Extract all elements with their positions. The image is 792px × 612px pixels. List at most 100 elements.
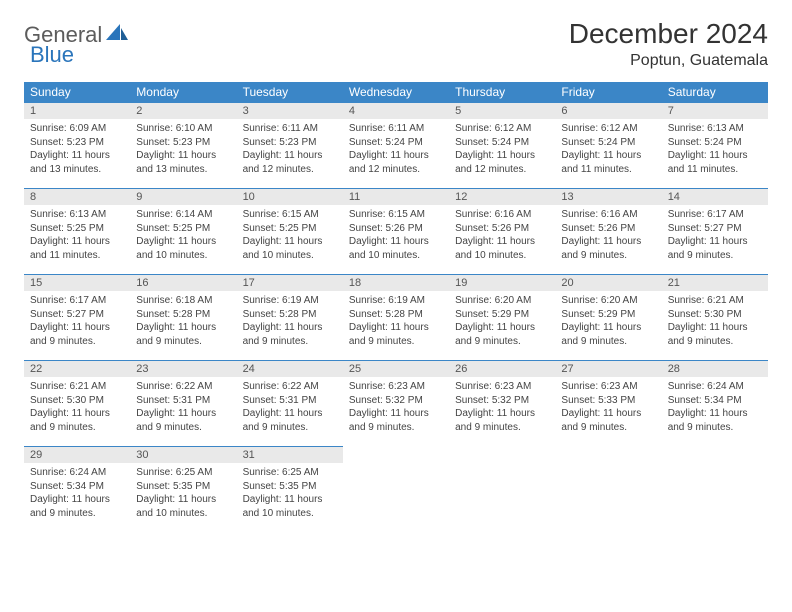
calendar-day-cell: 26Sunrise: 6:23 AMSunset: 5:32 PMDayligh… <box>449 360 555 446</box>
daylight-text: Daylight: 11 hours <box>243 149 337 163</box>
day-number: 26 <box>449 360 555 377</box>
sunset-text: Sunset: 5:35 PM <box>136 480 230 494</box>
day-body: Sunrise: 6:22 AMSunset: 5:31 PMDaylight:… <box>237 377 343 440</box>
sunset-text: Sunset: 5:28 PM <box>349 308 443 322</box>
daylight-text: and 9 minutes. <box>349 421 443 435</box>
daylight-text: Daylight: 11 hours <box>136 149 230 163</box>
day-body: Sunrise: 6:15 AMSunset: 5:26 PMDaylight:… <box>343 205 449 268</box>
sunset-text: Sunset: 5:24 PM <box>668 136 762 150</box>
day-number: 28 <box>662 360 768 377</box>
calendar-day-cell: 12Sunrise: 6:16 AMSunset: 5:26 PMDayligh… <box>449 188 555 274</box>
calendar-day-cell: 4Sunrise: 6:11 AMSunset: 5:24 PMDaylight… <box>343 102 449 188</box>
day-body: Sunrise: 6:12 AMSunset: 5:24 PMDaylight:… <box>555 119 661 182</box>
daylight-text: and 11 minutes. <box>30 249 124 263</box>
calendar-day-cell: 7Sunrise: 6:13 AMSunset: 5:24 PMDaylight… <box>662 102 768 188</box>
sunset-text: Sunset: 5:27 PM <box>668 222 762 236</box>
calendar-day-cell: 10Sunrise: 6:15 AMSunset: 5:25 PMDayligh… <box>237 188 343 274</box>
sunset-text: Sunset: 5:24 PM <box>349 136 443 150</box>
daylight-text: Daylight: 11 hours <box>561 407 655 421</box>
sunset-text: Sunset: 5:29 PM <box>561 308 655 322</box>
day-header: Friday <box>555 82 661 102</box>
calendar-day-cell <box>555 446 661 532</box>
sunset-text: Sunset: 5:27 PM <box>30 308 124 322</box>
daylight-text: and 9 minutes. <box>136 421 230 435</box>
sunrise-text: Sunrise: 6:15 AM <box>349 208 443 222</box>
daylight-text: Daylight: 11 hours <box>136 321 230 335</box>
day-body: Sunrise: 6:20 AMSunset: 5:29 PMDaylight:… <box>555 291 661 354</box>
daylight-text: Daylight: 11 hours <box>561 235 655 249</box>
calendar-day-cell: 21Sunrise: 6:21 AMSunset: 5:30 PMDayligh… <box>662 274 768 360</box>
sunrise-text: Sunrise: 6:23 AM <box>455 380 549 394</box>
calendar-week-row: 8Sunrise: 6:13 AMSunset: 5:25 PMDaylight… <box>24 188 768 274</box>
day-body: Sunrise: 6:25 AMSunset: 5:35 PMDaylight:… <box>130 463 236 526</box>
calendar-day-cell: 9Sunrise: 6:14 AMSunset: 5:25 PMDaylight… <box>130 188 236 274</box>
sunrise-text: Sunrise: 6:25 AM <box>136 466 230 480</box>
daylight-text: and 10 minutes. <box>349 249 443 263</box>
day-header: Thursday <box>449 82 555 102</box>
daylight-text: and 9 minutes. <box>243 421 337 435</box>
sunrise-text: Sunrise: 6:11 AM <box>349 122 443 136</box>
calendar-week-row: 1Sunrise: 6:09 AMSunset: 5:23 PMDaylight… <box>24 102 768 188</box>
calendar-day-cell: 20Sunrise: 6:20 AMSunset: 5:29 PMDayligh… <box>555 274 661 360</box>
day-header: Tuesday <box>237 82 343 102</box>
sunrise-text: Sunrise: 6:13 AM <box>30 208 124 222</box>
daylight-text: and 11 minutes. <box>561 163 655 177</box>
daylight-text: and 9 minutes. <box>561 335 655 349</box>
daylight-text: Daylight: 11 hours <box>349 149 443 163</box>
day-body: Sunrise: 6:15 AMSunset: 5:25 PMDaylight:… <box>237 205 343 268</box>
sunset-text: Sunset: 5:25 PM <box>136 222 230 236</box>
sunrise-text: Sunrise: 6:23 AM <box>561 380 655 394</box>
daylight-text: and 10 minutes. <box>136 249 230 263</box>
day-header: Wednesday <box>343 82 449 102</box>
day-body: Sunrise: 6:10 AMSunset: 5:23 PMDaylight:… <box>130 119 236 182</box>
title-block: December 2024 Poptun, Guatemala <box>569 18 768 70</box>
day-number: 19 <box>449 274 555 291</box>
daylight-text: Daylight: 11 hours <box>349 407 443 421</box>
daylight-text: and 9 minutes. <box>349 335 443 349</box>
day-number: 27 <box>555 360 661 377</box>
calendar-day-cell: 14Sunrise: 6:17 AMSunset: 5:27 PMDayligh… <box>662 188 768 274</box>
sunrise-text: Sunrise: 6:17 AM <box>30 294 124 308</box>
daylight-text: and 9 minutes. <box>668 421 762 435</box>
sunrise-text: Sunrise: 6:14 AM <box>136 208 230 222</box>
daylight-text: Daylight: 11 hours <box>30 321 124 335</box>
day-body: Sunrise: 6:23 AMSunset: 5:33 PMDaylight:… <box>555 377 661 440</box>
day-number: 30 <box>130 446 236 463</box>
daylight-text: Daylight: 11 hours <box>349 235 443 249</box>
daylight-text: Daylight: 11 hours <box>243 235 337 249</box>
day-body: Sunrise: 6:21 AMSunset: 5:30 PMDaylight:… <box>662 291 768 354</box>
day-body: Sunrise: 6:12 AMSunset: 5:24 PMDaylight:… <box>449 119 555 182</box>
day-number: 2 <box>130 102 236 119</box>
daylight-text: Daylight: 11 hours <box>668 321 762 335</box>
calendar-day-cell: 28Sunrise: 6:24 AMSunset: 5:34 PMDayligh… <box>662 360 768 446</box>
day-body: Sunrise: 6:23 AMSunset: 5:32 PMDaylight:… <box>449 377 555 440</box>
calendar-day-cell: 8Sunrise: 6:13 AMSunset: 5:25 PMDaylight… <box>24 188 130 274</box>
day-body: Sunrise: 6:25 AMSunset: 5:35 PMDaylight:… <box>237 463 343 526</box>
sunset-text: Sunset: 5:23 PM <box>243 136 337 150</box>
day-number: 9 <box>130 188 236 205</box>
sunrise-text: Sunrise: 6:09 AM <box>30 122 124 136</box>
sunrise-text: Sunrise: 6:22 AM <box>136 380 230 394</box>
day-number: 3 <box>237 102 343 119</box>
sunrise-text: Sunrise: 6:12 AM <box>561 122 655 136</box>
day-body: Sunrise: 6:22 AMSunset: 5:31 PMDaylight:… <box>130 377 236 440</box>
sunset-text: Sunset: 5:25 PM <box>243 222 337 236</box>
sunset-text: Sunset: 5:30 PM <box>30 394 124 408</box>
sunrise-text: Sunrise: 6:16 AM <box>561 208 655 222</box>
day-body: Sunrise: 6:16 AMSunset: 5:26 PMDaylight:… <box>449 205 555 268</box>
daylight-text: and 12 minutes. <box>349 163 443 177</box>
day-number: 25 <box>343 360 449 377</box>
daylight-text: Daylight: 11 hours <box>455 407 549 421</box>
daylight-text: Daylight: 11 hours <box>136 407 230 421</box>
day-header: Saturday <box>662 82 768 102</box>
calendar-day-cell <box>449 446 555 532</box>
calendar-day-cell: 1Sunrise: 6:09 AMSunset: 5:23 PMDaylight… <box>24 102 130 188</box>
month-title: December 2024 <box>569 18 768 50</box>
daylight-text: and 12 minutes. <box>243 163 337 177</box>
sunset-text: Sunset: 5:32 PM <box>455 394 549 408</box>
daylight-text: and 13 minutes. <box>30 163 124 177</box>
sunset-text: Sunset: 5:35 PM <box>243 480 337 494</box>
day-number: 23 <box>130 360 236 377</box>
calendar-day-cell: 23Sunrise: 6:22 AMSunset: 5:31 PMDayligh… <box>130 360 236 446</box>
day-body: Sunrise: 6:24 AMSunset: 5:34 PMDaylight:… <box>662 377 768 440</box>
